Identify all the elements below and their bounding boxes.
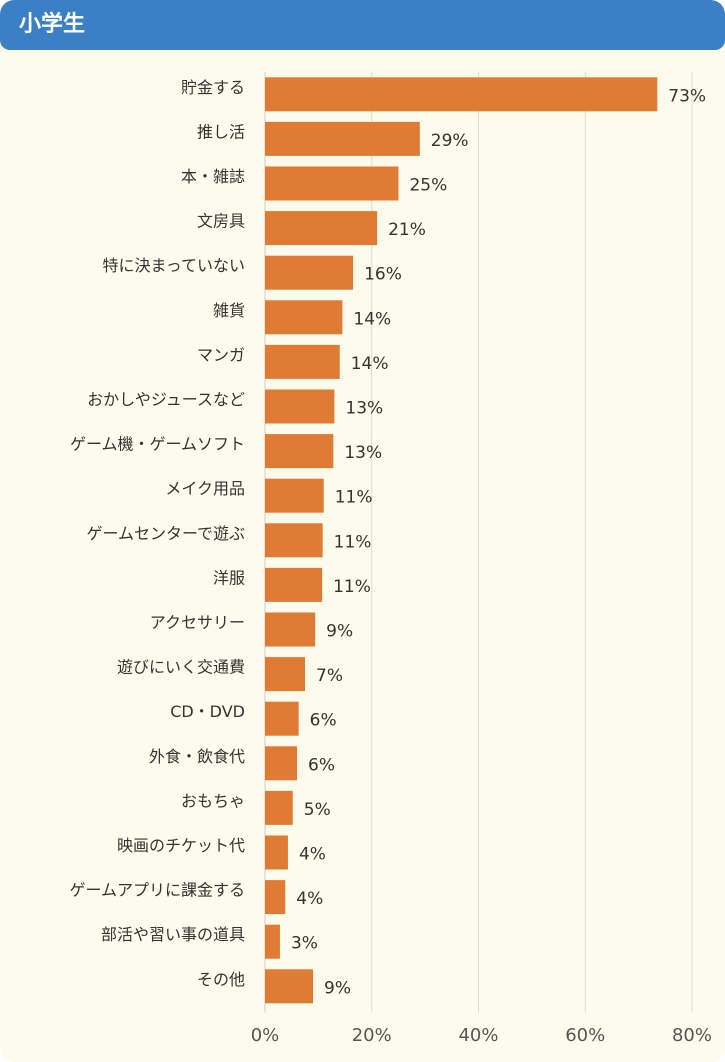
bar xyxy=(265,300,343,335)
header-bar: 小学生 xyxy=(0,0,725,50)
value-label: 11% xyxy=(333,577,371,597)
category-label: マンガ xyxy=(197,345,245,364)
value-label: 9% xyxy=(324,978,351,998)
bar xyxy=(265,880,286,915)
value-label: 9% xyxy=(326,622,353,642)
value-label: 11% xyxy=(334,532,372,552)
category-label: 映画のチケット代 xyxy=(117,836,245,855)
value-label: 4% xyxy=(299,845,326,865)
bar xyxy=(265,701,299,736)
bar xyxy=(265,211,378,246)
bar xyxy=(265,790,293,825)
bar xyxy=(265,344,340,379)
category-label: 雑貨 xyxy=(213,301,245,320)
category-label: 洋服 xyxy=(213,568,245,587)
category-label: 貯金する xyxy=(181,78,245,97)
value-label: 21% xyxy=(388,220,426,240)
category-label: その他 xyxy=(197,970,245,989)
category-label: 部活や習い事の道具 xyxy=(101,925,245,944)
header-title: 小学生 xyxy=(19,12,86,37)
category-label: 文房具 xyxy=(197,212,245,231)
category-label: アクセサリー xyxy=(150,613,245,632)
value-label: 11% xyxy=(335,488,373,508)
x-tick-label: 40% xyxy=(458,1025,498,1046)
category-label: ゲームアプリに課金する xyxy=(69,881,245,900)
value-label: 14% xyxy=(353,309,391,329)
bar xyxy=(265,523,323,558)
category-label: おもちゃ xyxy=(181,791,245,810)
bar xyxy=(265,969,314,1004)
category-label: ゲーム機・ゲームソフト xyxy=(70,435,245,454)
value-label: 3% xyxy=(291,934,318,954)
category-label: ゲームセンターで遊ぶ xyxy=(86,524,245,543)
value-label: 6% xyxy=(310,711,337,731)
value-label: 13% xyxy=(344,443,382,463)
bar xyxy=(265,121,420,156)
category-label: 外食・飲食代 xyxy=(149,747,245,766)
x-tick-label: 20% xyxy=(352,1025,392,1046)
value-label: 73% xyxy=(668,86,706,106)
x-tick-label: 80% xyxy=(672,1025,712,1046)
value-label: 7% xyxy=(316,666,343,686)
bar xyxy=(265,434,334,469)
value-label: 13% xyxy=(345,399,383,419)
x-tick-label: 60% xyxy=(565,1025,605,1046)
value-label: 4% xyxy=(296,889,323,909)
category-label: メイク用品 xyxy=(165,479,245,498)
bar xyxy=(265,567,323,602)
category-label: 特に決まっていない xyxy=(102,256,245,275)
bar xyxy=(265,478,324,513)
value-label: 25% xyxy=(409,176,447,196)
bar xyxy=(265,924,280,959)
category-label: 遊びにいく交通費 xyxy=(117,658,245,677)
bar xyxy=(265,389,335,424)
value-label: 6% xyxy=(308,755,335,775)
bar xyxy=(265,746,298,781)
bar xyxy=(265,166,399,201)
category-label: 推し活 xyxy=(197,122,245,141)
category-label: おかしやジュースなど xyxy=(87,390,245,409)
value-label: 29% xyxy=(431,131,469,151)
bar xyxy=(265,255,354,290)
value-label: 5% xyxy=(304,800,331,820)
value-label: 16% xyxy=(364,265,402,285)
bar xyxy=(265,657,306,692)
category-label: 本・雑誌 xyxy=(181,167,245,186)
category-label: CD・DVD xyxy=(170,702,245,721)
bar xyxy=(265,835,288,870)
bar xyxy=(265,612,316,647)
x-tick-label: 0% xyxy=(251,1025,280,1046)
bar xyxy=(265,77,658,112)
value-label: 14% xyxy=(351,354,389,374)
